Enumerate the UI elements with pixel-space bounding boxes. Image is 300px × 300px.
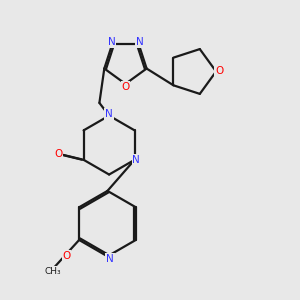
Text: N: N bbox=[136, 37, 143, 47]
Text: O: O bbox=[215, 67, 224, 76]
Text: N: N bbox=[106, 254, 114, 264]
Text: N: N bbox=[105, 109, 113, 119]
Text: N: N bbox=[132, 155, 140, 165]
Text: CH₃: CH₃ bbox=[44, 267, 61, 276]
Text: O: O bbox=[62, 251, 70, 261]
Text: O: O bbox=[54, 149, 62, 159]
Text: O: O bbox=[121, 82, 130, 92]
Text: N: N bbox=[107, 37, 115, 47]
